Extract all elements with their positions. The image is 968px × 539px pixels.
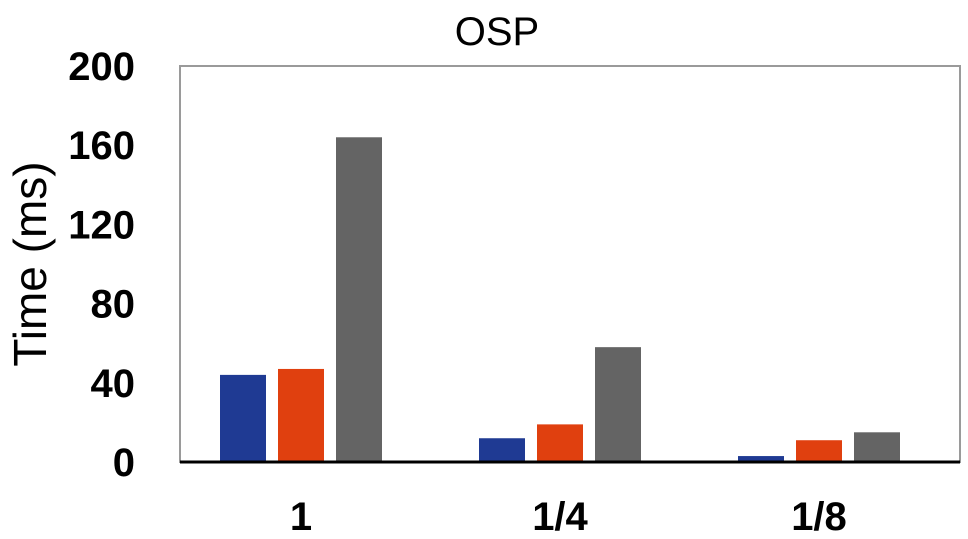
bar-series3-1 xyxy=(336,137,382,462)
bar-series2-1-8 xyxy=(796,440,842,462)
bar-series2-1 xyxy=(278,368,324,462)
y-tick-label: 0 xyxy=(113,441,135,485)
x-tick-label: 1/4 xyxy=(532,495,588,539)
bars-group xyxy=(220,137,900,462)
bar-series3-1-8 xyxy=(854,432,900,462)
y-tick-labels: 0 40 80 120 160 200 xyxy=(68,45,135,485)
x-tick-label: 1 xyxy=(290,495,312,539)
x-tick-label: 1/8 xyxy=(791,495,847,539)
y-tick-label: 200 xyxy=(68,45,135,89)
y-tick-label: 40 xyxy=(91,362,136,406)
y-tick-label: 160 xyxy=(68,124,135,168)
bar-series3-1-4 xyxy=(595,347,641,462)
bar-series2-1-4 xyxy=(537,424,583,462)
y-tick-label: 120 xyxy=(68,203,135,247)
bar-series1-1-4 xyxy=(479,438,525,462)
x-tick-labels: 1 1/4 1/8 xyxy=(290,495,847,539)
y-tick-label: 80 xyxy=(91,283,136,327)
chart-title: OSP xyxy=(455,10,539,54)
y-axis-label: Time (ms) xyxy=(4,161,56,366)
bar-series1-1 xyxy=(220,374,266,462)
bar-series1-1-8 xyxy=(738,456,784,462)
